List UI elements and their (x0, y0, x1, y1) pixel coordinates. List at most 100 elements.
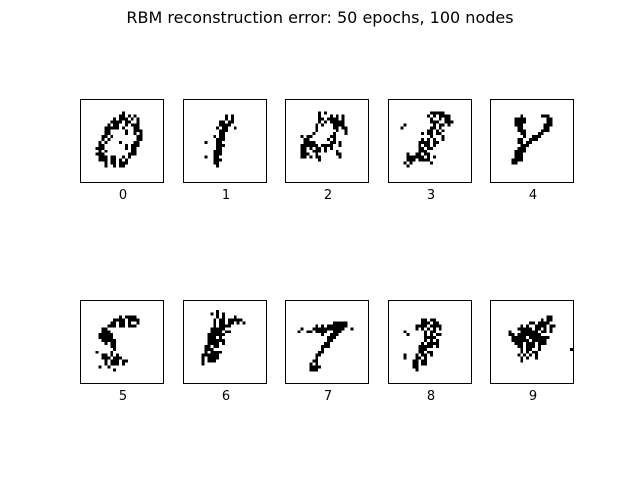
pixel (201, 356, 205, 360)
pixel (335, 324, 339, 328)
pixel (130, 324, 134, 328)
pixel (101, 356, 105, 360)
pixel (227, 321, 231, 325)
pixel (315, 356, 319, 360)
pixel (107, 126, 111, 130)
pixel (517, 342, 521, 345)
pixel (130, 315, 134, 319)
pixel (520, 149, 524, 153)
pixel (327, 143, 330, 147)
panel-label-4: 4 (528, 188, 538, 203)
pixel (95, 350, 99, 354)
digit-panel-2 (285, 99, 369, 183)
pixel (517, 344, 521, 348)
pixel (514, 120, 518, 124)
pixel (415, 155, 419, 159)
pixel (216, 158, 220, 162)
pixel (216, 161, 220, 165)
pixel (523, 135, 527, 139)
pixel (403, 330, 407, 334)
pixel (517, 353, 521, 357)
pixel (424, 359, 428, 363)
pixel (520, 155, 524, 159)
pixel (104, 129, 108, 133)
pixel (104, 362, 108, 366)
pixel (427, 138, 430, 141)
pixel (421, 318, 425, 322)
pixel (424, 318, 428, 322)
pixel (318, 114, 322, 118)
pixel (335, 152, 339, 156)
pixel (523, 353, 527, 357)
digit-panel-0 (80, 99, 164, 183)
pixel (412, 155, 416, 159)
pixel (409, 161, 413, 165)
pixel (110, 155, 114, 159)
pixel (546, 123, 550, 127)
pixel (225, 324, 228, 328)
pixel (124, 146, 128, 150)
pixel (526, 143, 530, 147)
pixel (219, 158, 223, 162)
pixel (216, 315, 220, 319)
pixel (329, 141, 333, 144)
pixel (435, 342, 439, 345)
pixel (133, 129, 137, 133)
pixel (329, 327, 333, 331)
pixel (430, 126, 433, 130)
pixel (332, 330, 336, 334)
pixel (438, 324, 442, 328)
pixel (508, 333, 512, 337)
pixel (517, 149, 521, 153)
pixel (520, 146, 524, 150)
panel-label-6: 6 (221, 389, 231, 404)
pixel (124, 315, 128, 319)
pixel (523, 333, 527, 337)
pixel (543, 126, 547, 130)
pixel (520, 344, 524, 348)
pixel (409, 155, 413, 159)
pixel (421, 321, 425, 325)
pixel (110, 353, 114, 357)
pixel (130, 143, 134, 147)
pixel (315, 353, 319, 357)
pixel (447, 117, 451, 121)
pixel (332, 123, 336, 127)
pixel (101, 135, 105, 139)
pixel (321, 330, 325, 334)
pixel (113, 324, 117, 328)
pixel (415, 368, 419, 372)
pixel (225, 330, 228, 334)
pixel (201, 362, 205, 366)
pixel (418, 143, 422, 147)
pixel (344, 132, 348, 136)
digit-panel-3 (388, 99, 472, 183)
pixel (315, 123, 319, 127)
pixel (110, 342, 114, 345)
pixel (315, 362, 319, 366)
pixel (514, 149, 518, 153)
pixel (133, 318, 137, 322)
pixel (526, 141, 530, 144)
pixel (104, 353, 108, 357)
pixel (233, 315, 237, 319)
pixel (438, 111, 442, 115)
pixel (216, 146, 220, 150)
pixel (116, 126, 120, 130)
pixel (213, 152, 217, 156)
pixel (133, 126, 137, 130)
pixel (306, 152, 310, 156)
pixel (219, 120, 223, 124)
pixel (219, 350, 223, 354)
pixel (514, 339, 518, 342)
pixel (415, 362, 419, 366)
pixel (122, 318, 125, 322)
pixel (430, 132, 433, 136)
pixel (119, 321, 122, 325)
pixel (113, 359, 117, 363)
pixel (415, 356, 419, 360)
digit-image-8 (403, 318, 442, 372)
pixel (534, 135, 538, 139)
pixel (520, 152, 524, 156)
pixel (210, 336, 214, 340)
